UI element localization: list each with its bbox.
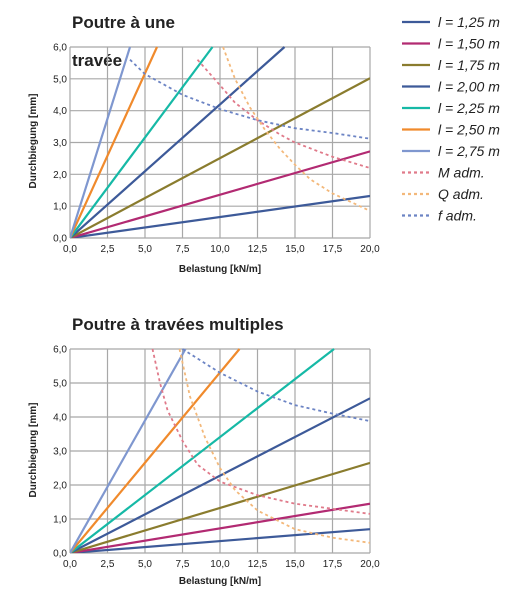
chart-1-series-l-2-25-m	[70, 46, 214, 238]
chart-2-series-l-1-75-m	[70, 461, 370, 553]
chart-2-series-l-2-25-m	[70, 348, 335, 553]
chart-2-x-tick-label: 5,0	[138, 559, 152, 570]
legend-item: l = 1,25 m	[402, 14, 500, 30]
chart-1-y-tick-label: 0,0	[53, 234, 67, 245]
chart-1-y-tick-label: 2,0	[53, 170, 67, 181]
chart-2-x-tick-label: 10,0	[210, 559, 230, 570]
legend-item: f adm.	[402, 208, 477, 224]
chart-1-series-l-1-50-m	[70, 150, 370, 238]
chart-1-x-tick-label: 17,5	[323, 244, 343, 255]
chart-1-title-line-2: travée	[72, 51, 122, 70]
chart-2-x-tick-label: 2,5	[101, 559, 115, 570]
chart-2-y-tick-label: 5,0	[53, 379, 67, 390]
chart-1-y-tick-label: 1,0	[53, 202, 67, 213]
chart-2-x-tick-label: 7,5	[176, 559, 190, 570]
chart-2-series-f-adm	[182, 348, 370, 422]
chart-2-x-tick-label: 20,0	[360, 559, 380, 570]
legend-label: l = 1,50 m	[438, 36, 500, 52]
chart-1-series-l-2-75-m	[70, 46, 132, 238]
chart-2-series-l-2-75-m	[70, 348, 187, 553]
legend-item: l = 2,25 m	[402, 100, 500, 116]
legend-label: f adm.	[438, 208, 477, 224]
chart-1-y-tick-label: 4,0	[53, 106, 67, 117]
chart-2-y-tick-label: 4,0	[53, 413, 67, 424]
chart-2-series-l-2-00-m	[70, 397, 370, 553]
chart-2-y-tick-label: 3,0	[53, 447, 67, 458]
chart-2-y-axis-label: Durchbiegung [mm]	[28, 403, 39, 498]
chart-1-x-tick-label: 5,0	[138, 244, 152, 255]
legend: l = 1,25 m l = 1,50 m l = 1,75 m l = 2,00 m…	[402, 14, 500, 224]
legend-label: l = 1,25 m	[438, 14, 500, 30]
legend-label: l = 2,00 m	[438, 79, 500, 95]
legend-item: l = 1,50 m	[402, 36, 500, 52]
chart-1-title-line-1: Poutre à une	[72, 13, 175, 32]
chart-multi-span: Poutre à travées multiples 0,0 2,5 5,0 7,5 1…	[28, 315, 380, 587]
chart-1-series-m-adm	[196, 59, 370, 169]
chart-1-series-l-2-50-m	[70, 46, 159, 238]
chart-2-y-tick-label: 0,0	[53, 549, 67, 560]
chart-1-x-tick-label: 12,5	[248, 244, 268, 255]
chart-2-y-tick-label: 6,0	[53, 345, 67, 356]
chart-2-x-tick-label: 15,0	[285, 559, 305, 570]
chart-1-series-l-1-25-m	[70, 194, 370, 238]
chart-1-series-l-1-75-m	[70, 77, 370, 238]
legend-label: l = 2,50 m	[438, 122, 500, 138]
legend-item: Q adm.	[402, 186, 484, 202]
chart-2-title: Poutre à travées multiples	[72, 315, 284, 334]
chart-1-x-tick-label: 20,0	[360, 244, 380, 255]
chart-2-series-l-2-50-m	[70, 348, 241, 553]
chart-1-series-l-2-00-m	[70, 46, 286, 238]
chart-1-y-tick-label: 5,0	[53, 74, 67, 85]
chart-2-y-tick-label: 2,0	[53, 481, 67, 492]
chart-2-series-l-1-25-m	[70, 528, 370, 553]
chart-1-y-tick-label: 6,0	[53, 43, 67, 54]
chart-2-x-axis-label: Belastung [kN/m]	[179, 576, 261, 587]
legend-label: l = 2,75 m	[438, 143, 500, 159]
legend-item: l = 1,75 m	[402, 57, 500, 73]
chart-1-series-f-adm	[129, 59, 370, 140]
chart-2-y-tick-label: 1,0	[53, 515, 67, 526]
chart-2-series-l-1-50-m	[70, 502, 370, 553]
chart-1-x-tick-label: 7,5	[176, 244, 190, 255]
legend-label: l = 1,75 m	[438, 57, 500, 73]
chart-1-x-tick-label: 2,5	[101, 244, 115, 255]
chart-2-series-m-adm	[151, 348, 370, 515]
chart-2-x-tick-label: 0,0	[63, 559, 77, 570]
chart-1-x-tick-label: 10,0	[210, 244, 230, 255]
chart-1-x-axis-label: Belastung [kN/m]	[179, 264, 261, 275]
legend-item: M adm.	[402, 165, 485, 181]
chart-1-y-axis-label: Durchbiegung [mm]	[28, 94, 39, 189]
legend-item: l = 2,00 m	[402, 79, 500, 95]
legend-item: l = 2,75 m	[402, 143, 500, 159]
legend-label: l = 2,25 m	[438, 100, 500, 116]
chart-1-x-tick-label: 15,0	[285, 244, 305, 255]
legend-label: M adm.	[438, 165, 485, 181]
chart-single-span: Poutre à une travée 0,0 2,5 5,0 7,5 10,0 12,5…	[28, 13, 380, 275]
chart-1-series-q-adm	[222, 46, 370, 212]
legend-label: Q adm.	[438, 186, 484, 202]
chart-1-y-tick-label: 3,0	[53, 138, 67, 149]
chart-2-x-tick-label: 12,5	[248, 559, 268, 570]
chart-2-x-tick-label: 17,5	[323, 559, 343, 570]
legend-item: l = 2,50 m	[402, 122, 500, 138]
chart-1-x-tick-label: 0,0	[63, 244, 77, 255]
